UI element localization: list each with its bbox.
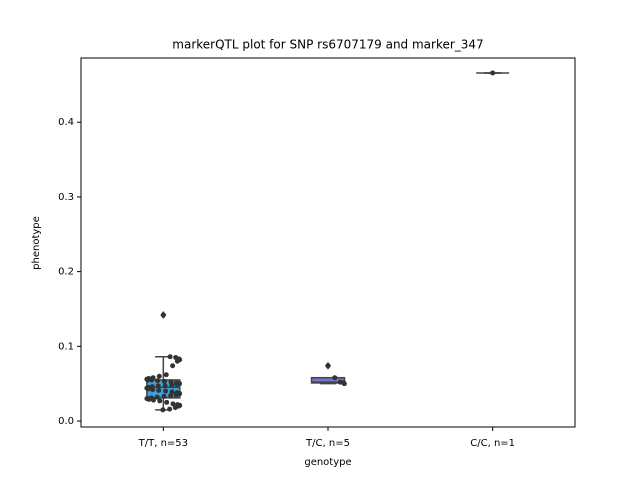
plot-frame [80,57,576,428]
x-tick-label: T/T, n=53 [138,438,188,449]
data-point [149,377,155,383]
data-point [150,387,156,393]
data-point [325,363,331,369]
data-point [170,363,176,369]
data-point [164,399,170,405]
chart-title: markerQTL plot for SNP rs6707179 and mar… [172,38,483,52]
data-point [157,398,163,404]
data-point [170,401,176,407]
data-point [341,381,347,387]
y-tick-label: 0.1 [58,341,74,352]
data-point [154,394,160,400]
data-point [167,406,173,412]
data-point [161,378,167,384]
x-axis-label: genotype [304,457,351,468]
data-point [160,312,166,318]
data-point [168,393,174,399]
data-point [145,386,151,392]
data-point [172,405,178,411]
data-point [146,396,152,402]
x-tick-label: T/C, n=5 [305,438,350,449]
data-point [155,378,161,384]
y-tick-label: 0.4 [58,117,74,128]
data-point [155,383,161,389]
y-axis-label: phenotype [31,216,42,270]
y-tick-label: 0.2 [58,267,74,278]
data-point [161,393,167,399]
data-point [169,382,175,388]
y-tick-label: 0.3 [58,192,74,203]
data-point [145,377,151,383]
data-point [162,383,168,389]
x-tick-label: C/C, n=1 [470,438,515,449]
data-point [150,397,156,403]
data-point [163,372,169,378]
data-point [174,358,180,364]
data-point [167,354,173,360]
data-point [156,387,162,393]
data-point [163,388,169,394]
data-point [174,381,180,387]
data-point [160,407,166,413]
data-point [173,392,179,398]
data-point [332,375,338,381]
y-tick-label: 0.0 [58,416,74,427]
data-point [490,70,496,76]
data-point [156,373,162,379]
